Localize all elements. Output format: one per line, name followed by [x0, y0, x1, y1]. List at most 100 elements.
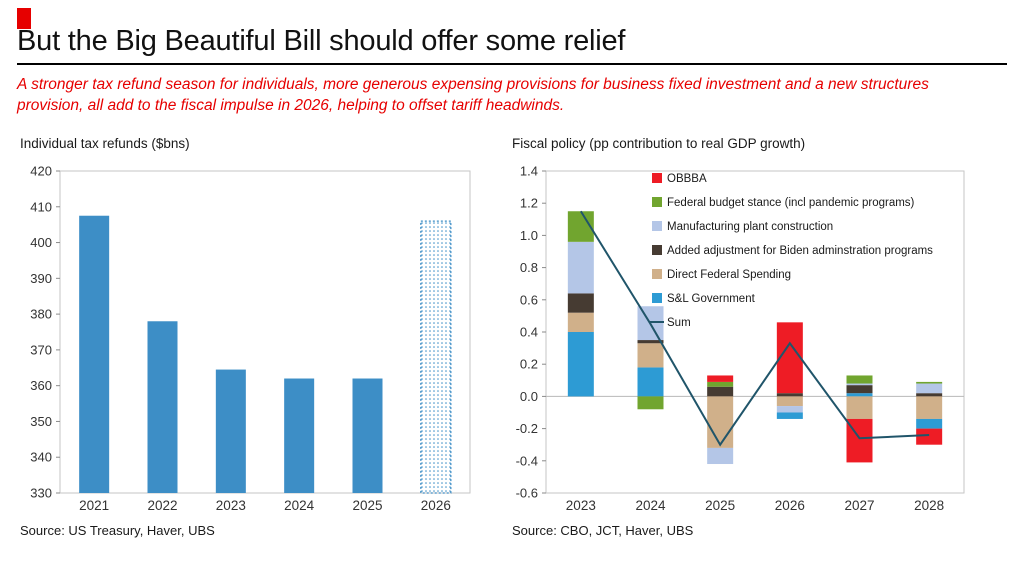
svg-text:2024: 2024 [284, 498, 315, 513]
segment [916, 381, 943, 384]
tax-refunds-panel: Individual tax refunds ($bns) 420 410 400 3… [12, 136, 482, 538]
legend-swatch [652, 293, 662, 303]
svg-text:1.2: 1.2 [520, 196, 538, 211]
segment [916, 396, 943, 419]
svg-text:2026: 2026 [421, 498, 451, 513]
fiscal-policy-stacked-chart: 1.4 1.2 1.0 0.8 0.6 0.4 0.2 0.0 -0.2 -0.4 -0.6 2023… [516, 164, 965, 513]
svg-text:2023: 2023 [216, 498, 246, 513]
svg-text:420: 420 [30, 164, 52, 179]
segment [916, 428, 943, 445]
title-divider [17, 63, 1007, 65]
svg-text:Federal budget stance (incl pa: Federal budget stance (incl pandemic pro… [667, 197, 915, 209]
segment [776, 412, 803, 419]
svg-text:2021: 2021 [79, 498, 109, 513]
segment [707, 375, 734, 382]
svg-text:-0.2: -0.2 [516, 421, 538, 436]
segment [567, 293, 594, 313]
segment [916, 383, 943, 394]
svg-text:2025: 2025 [705, 498, 735, 513]
svg-text:2026: 2026 [775, 498, 805, 513]
slide-title: But the Big Beautiful Bill should offer … [17, 25, 626, 57]
svg-text:390: 390 [30, 271, 52, 286]
left-chart-source: Source: US Treasury, Haver, UBS [20, 523, 215, 538]
y-axis: 420 410 400 390 380 370 360 350 340 330 [30, 164, 60, 501]
svg-text:1.0: 1.0 [520, 228, 538, 243]
x-axis: 2023 2024 2025 2026 2027 2028 [566, 498, 944, 513]
svg-text:2028: 2028 [914, 498, 944, 513]
svg-text:0.2: 0.2 [520, 357, 538, 372]
svg-text:Manufacturing plant constructi: Manufacturing plant construction [667, 221, 833, 233]
segment [916, 393, 943, 397]
svg-text:0.4: 0.4 [520, 325, 538, 340]
left-chart-title: Individual tax refunds ($bns) [20, 136, 190, 151]
svg-text:0.0: 0.0 [520, 389, 538, 404]
bar [352, 378, 383, 493]
right-chart-title: Fiscal policy (pp contribution to real G… [512, 136, 806, 151]
segment [637, 340, 664, 344]
fiscal-policy-panel: Fiscal policy (pp contribution to real G… [506, 136, 996, 538]
segment [567, 332, 594, 397]
svg-text:380: 380 [30, 307, 52, 322]
segment [846, 383, 873, 386]
bar [79, 215, 110, 493]
legend-swatch [652, 245, 662, 255]
svg-text:410: 410 [30, 199, 52, 214]
segment [846, 375, 873, 384]
svg-text:-0.6: -0.6 [516, 486, 538, 501]
svg-text:350: 350 [30, 414, 52, 429]
svg-text:S&L Government: S&L Government [667, 293, 756, 305]
x-axis: 2021 2022 2023 2024 2025 2026 [79, 498, 451, 513]
segment [846, 385, 873, 394]
right-chart-source: Source: CBO, JCT, Haver, UBS [512, 523, 694, 538]
svg-text:2025: 2025 [352, 498, 382, 513]
segment [776, 396, 803, 407]
svg-text:2022: 2022 [147, 498, 177, 513]
svg-text:Added adjustment for Biden adm: Added adjustment for Biden adminstration… [667, 245, 933, 257]
bar-forecast [420, 220, 452, 494]
svg-text:Sum: Sum [667, 317, 691, 329]
svg-text:1.4: 1.4 [520, 164, 538, 179]
segment [776, 406, 803, 413]
segment [707, 386, 734, 397]
segment [846, 396, 873, 419]
segment [637, 343, 664, 368]
ubs-accent-marker [17, 8, 31, 29]
segment [637, 367, 664, 397]
svg-text:2023: 2023 [566, 498, 596, 513]
y-axis: 1.4 1.2 1.0 0.8 0.6 0.4 0.2 0.0 -0.2 -0.4 -0.6 [516, 164, 546, 501]
segment [707, 381, 734, 387]
legend-swatch [652, 269, 662, 279]
bar [147, 321, 178, 493]
svg-text:2027: 2027 [844, 498, 874, 513]
segment [707, 396, 734, 448]
svg-text:0.8: 0.8 [520, 260, 538, 275]
segment [707, 447, 734, 465]
svg-text:2024: 2024 [635, 498, 666, 513]
bar [215, 369, 246, 493]
segment [776, 322, 803, 394]
svg-text:OBBBA: OBBBA [667, 173, 707, 185]
svg-text:0.6: 0.6 [520, 292, 538, 307]
svg-text:-0.4: -0.4 [516, 453, 538, 468]
svg-text:400: 400 [30, 235, 52, 250]
segment [567, 241, 594, 294]
bars [79, 215, 452, 494]
legend-swatch [652, 197, 662, 207]
sum-line [579, 210, 930, 447]
bar [284, 378, 315, 493]
svg-text:Direct Federal Spending: Direct Federal Spending [667, 269, 791, 281]
segment [567, 312, 594, 332]
svg-text:330: 330 [30, 486, 52, 501]
legend-swatch [652, 221, 662, 231]
svg-text:370: 370 [30, 342, 52, 357]
segment [637, 396, 664, 410]
svg-text:340: 340 [30, 450, 52, 465]
legend: OBBBA Federal budget stance (incl pandemi… [650, 173, 933, 329]
segment [846, 393, 873, 397]
segment [916, 418, 943, 429]
slide-subtitle: A stronger tax refund season for individ… [17, 76, 929, 115]
segment [776, 393, 803, 397]
legend-swatch [652, 173, 662, 183]
